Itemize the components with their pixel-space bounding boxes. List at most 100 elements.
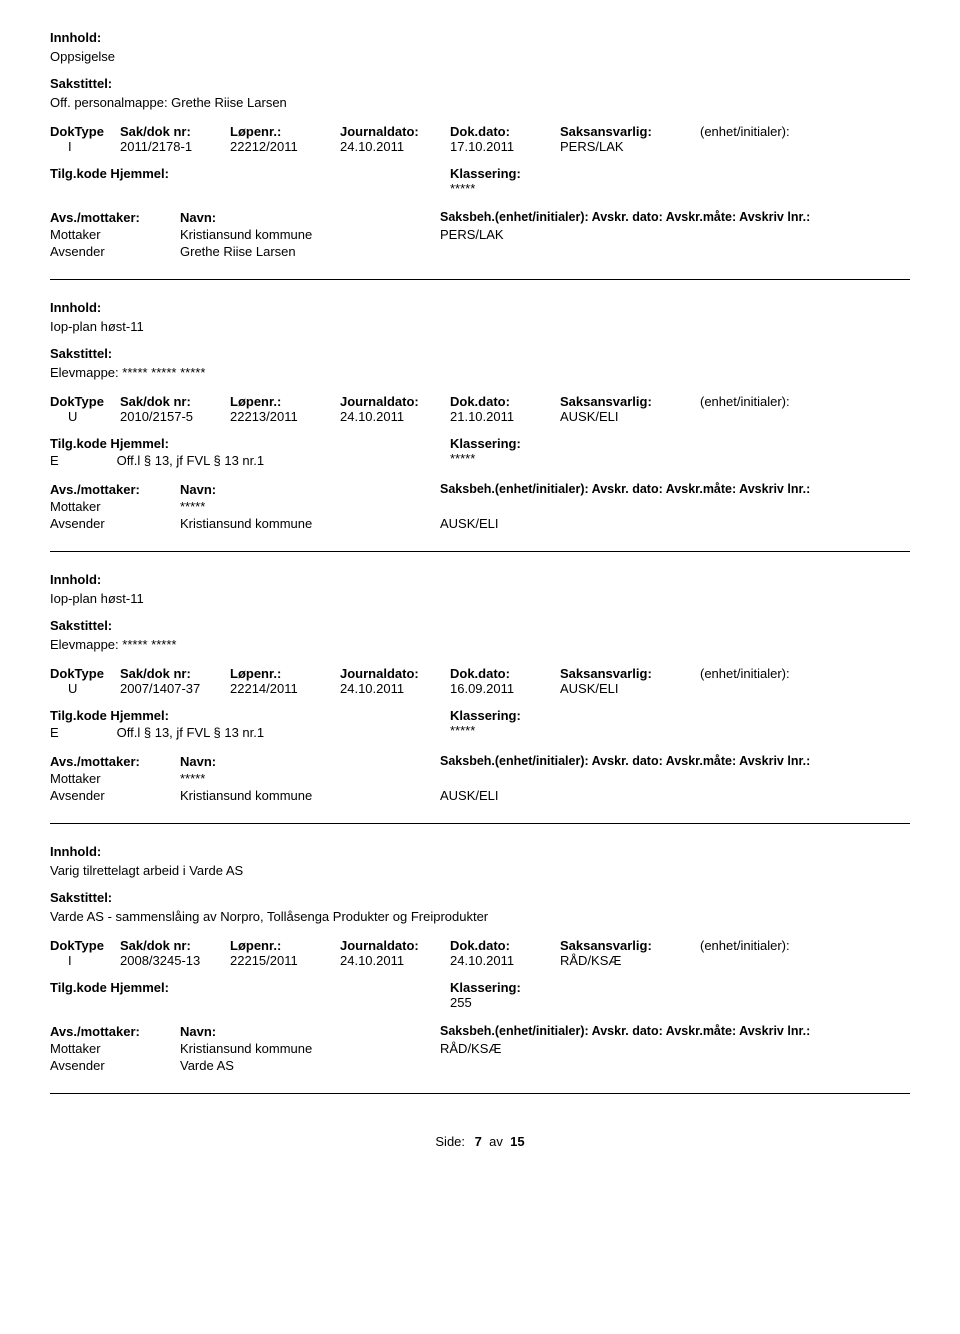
sakstittel-value: Varde AS - sammenslåing av Norpro, Tollå… [50,909,910,924]
klassering-label: Klassering: [450,708,521,723]
col-dokdato: Dok.dato: [450,938,560,953]
record-separator [50,279,910,280]
col-journaldato: Journaldato: [340,666,450,681]
navn-label: Navn: [180,210,440,225]
party-role: Mottaker [50,771,180,786]
party-name: Grethe Riise Larsen [180,244,440,259]
klassering-value: ***** [450,451,475,466]
party-row: AvsenderKristiansund kommuneAUSK/ELI [50,516,910,531]
party-row: MottakerKristiansund kommunePERS/LAK [50,227,910,242]
col-lopenr: Løpenr.: [230,666,340,681]
saksbeh-header: Saksbeh.(enhet/initialer): Avskr. dato: … [440,754,910,769]
klassering-label: Klassering: [450,980,521,995]
innhold-label: Innhold: [50,30,910,45]
saksbeh-header: Saksbeh.(enhet/initialer): Avskr. dato: … [440,482,910,497]
cell-enhet [700,681,850,696]
navn-label: Navn: [180,754,440,769]
record: Innhold: Iop-plan høst-11 Sakstittel: Elevm… [50,572,910,803]
cell-journaldato: 24.10.2011 [340,409,450,424]
col-sakdok: Sak/dok nr: [120,124,230,139]
footer-av: av [489,1134,503,1149]
sakstittel-value: Elevmappe: ***** ***** [50,637,910,652]
col-dokdato: Dok.dato: [450,124,560,139]
cell-enhet [700,139,850,154]
avs-mottaker-label: Avs./mottaker: [50,754,180,769]
cell-sakdok: 2010/2157-5 [120,409,230,424]
party-name: ***** [180,499,440,514]
record-separator [50,551,910,552]
cell-journaldato: 24.10.2011 [340,953,450,968]
party-name: Kristiansund kommune [180,516,440,531]
party-saksbeh [440,499,910,514]
col-sakdok: Sak/dok nr: [120,666,230,681]
cell-dokdato: 17.10.2011 [450,139,560,154]
tilg-hjemmel-label: Tilg.kode Hjemmel: [50,166,169,181]
innhold-value: Iop-plan høst-11 [50,591,910,606]
party-saksbeh [440,1058,910,1073]
sakstittel-label: Sakstittel: [50,346,910,361]
col-journaldato: Journaldato: [340,124,450,139]
klassering-label: Klassering: [450,166,521,181]
sakstittel-value: Elevmappe: ***** ***** ***** [50,365,910,380]
record-data-row: I2008/3245-1322215/201124.10.201124.10.2… [50,953,910,968]
party-name: Varde AS [180,1058,440,1073]
page-footer: Side: 7 av 15 [50,1134,910,1149]
tilg-hjemmel-label: Tilg.kode Hjemmel: [50,436,169,451]
innhold-label: Innhold: [50,300,910,315]
col-saksansvarlig: Saksansvarlig: [560,394,700,409]
party-header: Avs./mottaker:Navn:Saksbeh.(enhet/initia… [50,754,910,769]
record-separator [50,823,910,824]
record: Innhold:Iop-plan høst-11Sakstittel:Elevm… [50,300,910,531]
party-row: AvsenderKristiansund kommuneAUSK/ELI [50,788,910,803]
columns-header: DokTypeSak/dok nr:Løpenr.:Journaldato:Do… [50,666,910,681]
cell-journaldato: 24.10.2011 [340,681,450,696]
sakstittel-label: Sakstittel: [50,76,910,91]
cell-lopenr: 22212/2011 [230,139,340,154]
col-lopenr: Løpenr.: [230,938,340,953]
columns-header: DokTypeSak/dok nr:Løpenr.:Journaldato:Do… [50,394,910,409]
party-saksbeh: AUSK/ELI [440,516,910,531]
record-separator [50,1093,910,1094]
columns-header: DokTypeSak/dok nr:Løpenr.:Journaldato:Do… [50,124,910,139]
saksbeh-header: Saksbeh.(enhet/initialer): Avskr. dato: … [440,210,910,225]
col-enhet: (enhet/initialer): [700,666,850,681]
sakstittel-label: Sakstittel: [50,890,910,905]
col-dokdato: Dok.dato: [450,666,560,681]
record: Innhold:OppsigelseSakstittel:Off. person… [50,30,910,259]
tilg-klass-block: Tilg.kode Hjemmel:Klassering:EOff.l § 13… [50,436,910,468]
footer-total: 15 [510,1134,524,1149]
innhold-value: Varig tilrettelagt arbeid i Varde AS [50,863,910,878]
party-row: AvsenderVarde AS [50,1058,910,1073]
party-row: Mottaker***** [50,771,910,786]
innhold-label: Innhold: [50,572,910,587]
avs-mottaker-label: Avs./mottaker: [50,482,180,497]
cell-saksansvarlig: AUSK/ELI [560,681,700,696]
party-saksbeh: RÅD/KSÆ [440,1041,910,1056]
party-saksbeh [440,244,910,259]
avs-mottaker-label: Avs./mottaker: [50,1024,180,1039]
navn-label: Navn: [180,1024,440,1039]
party-saksbeh: PERS/LAK [440,227,910,242]
cell-saksansvarlig: AUSK/ELI [560,409,700,424]
cell-dokdato: 24.10.2011 [450,953,560,968]
records-list: Innhold:OppsigelseSakstittel:Off. person… [50,30,910,1094]
cell-doktype: I [50,953,120,968]
party-row: Mottaker***** [50,499,910,514]
col-saksansvarlig: Saksansvarlig: [560,666,700,681]
party-row: AvsenderGrethe Riise Larsen [50,244,910,259]
cell-enhet [700,409,850,424]
tilg-hjemmel-label: Tilg.kode Hjemmel: [50,708,169,723]
col-saksansvarlig: Saksansvarlig: [560,938,700,953]
col-sakdok: Sak/dok nr: [120,394,230,409]
col-journaldato: Journaldato: [340,394,450,409]
cell-lopenr: 22214/2011 [230,681,340,696]
sakstittel-label: Sakstittel: [50,618,910,633]
party-saksbeh [440,771,910,786]
record-data-row: U2007/1407-3722214/201124.10.201116.09.2… [50,681,910,696]
cell-saksansvarlig: RÅD/KSÆ [560,953,700,968]
avs-mottaker-label: Avs./mottaker: [50,210,180,225]
party-name: Kristiansund kommune [180,788,440,803]
party-saksbeh: AUSK/ELI [440,788,910,803]
col-doktype: DokType [50,938,120,953]
tilg-klass-block: Tilg.kode Hjemmel:Klassering:***** [50,166,910,196]
